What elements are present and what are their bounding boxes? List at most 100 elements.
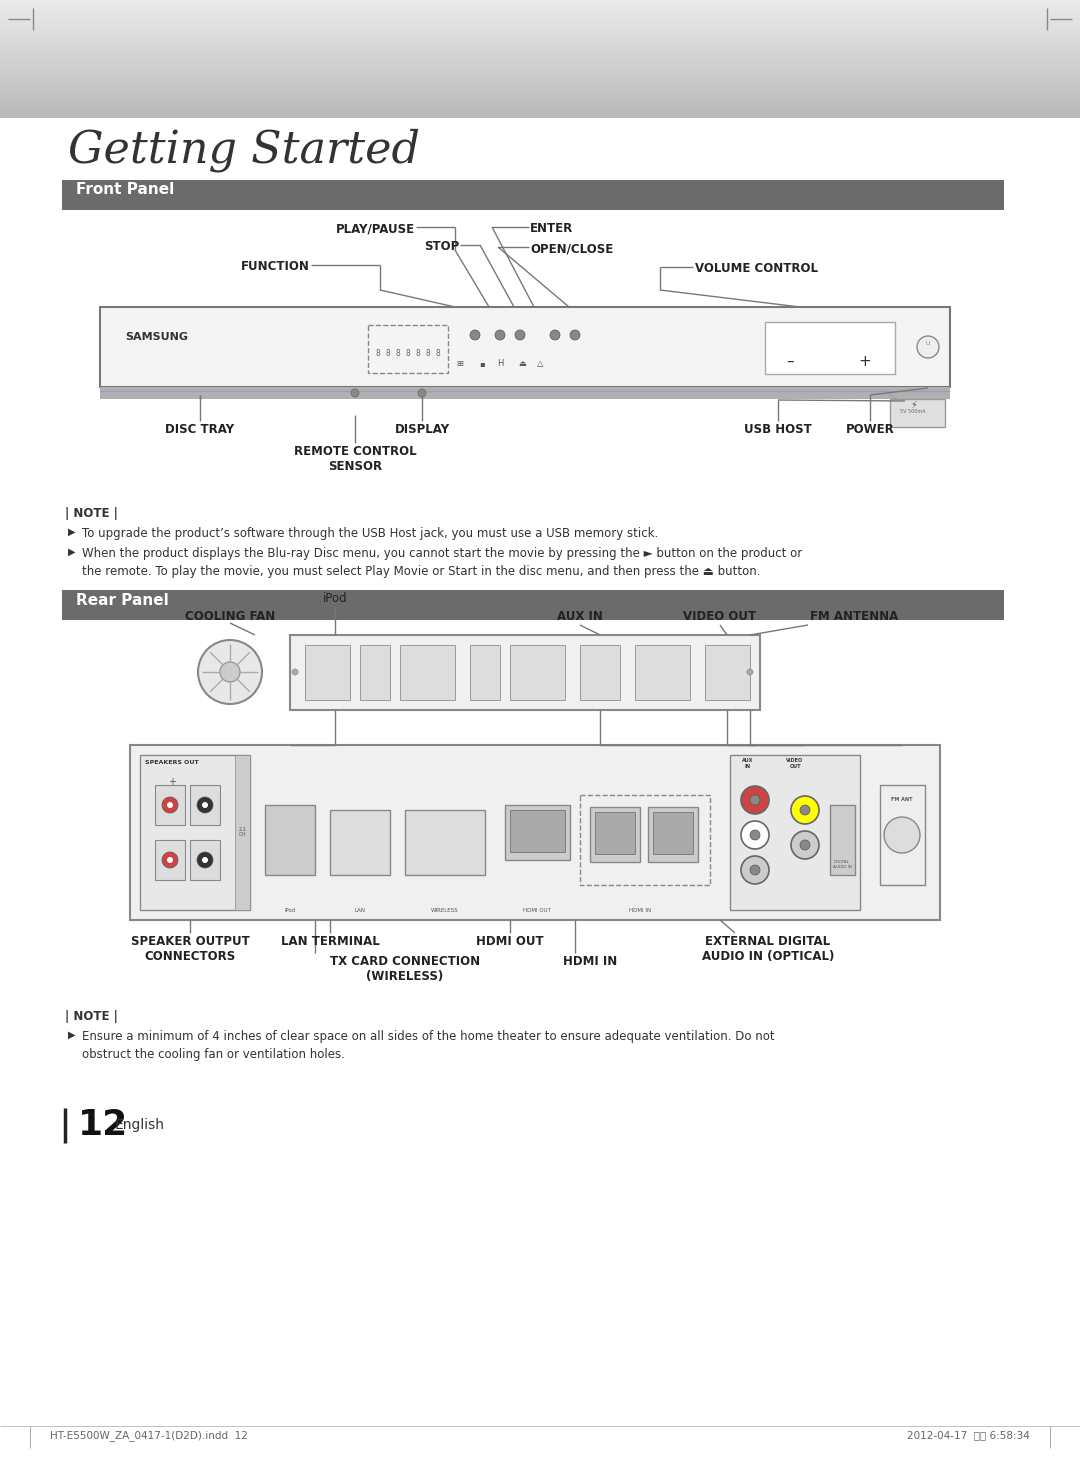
Bar	[360, 645, 390, 700]
Bar	[156, 840, 185, 880]
Bar	[100, 387, 950, 399]
Bar	[580, 796, 710, 884]
Text: English: English	[114, 1118, 165, 1131]
Circle shape	[750, 796, 760, 805]
Circle shape	[162, 852, 178, 868]
Text: LAN: LAN	[354, 908, 365, 913]
Text: 12: 12	[78, 1108, 129, 1142]
Text: iPod: iPod	[284, 908, 296, 913]
Text: the remote. To play the movie, you must select Play Movie or Start in the disc m: the remote. To play the movie, you must …	[82, 565, 760, 578]
Text: obstruct the cooling fan or ventilation holes.: obstruct the cooling fan or ventilation …	[82, 1049, 345, 1060]
Circle shape	[515, 330, 525, 340]
Circle shape	[800, 805, 810, 815]
Text: ▶: ▶	[68, 1029, 76, 1040]
Text: DISC TRAY: DISC TRAY	[165, 423, 234, 436]
Bar	[470, 645, 500, 700]
Circle shape	[917, 336, 939, 358]
Bar	[190, 840, 220, 880]
Bar	[140, 754, 249, 910]
Bar	[130, 745, 940, 920]
Text: VIDEO OUT: VIDEO OUT	[684, 609, 757, 623]
Text: AUX
IN: AUX IN	[742, 759, 754, 769]
Bar	[405, 810, 485, 876]
Circle shape	[202, 802, 208, 808]
Circle shape	[351, 389, 359, 396]
Text: LAN TERMINAL: LAN TERMINAL	[281, 935, 379, 948]
Text: VOLUME CONTROL: VOLUME CONTROL	[696, 262, 818, 275]
Bar	[510, 645, 565, 700]
Text: DIGITAL
AUDIO IN: DIGITAL AUDIO IN	[833, 859, 851, 868]
Bar	[765, 322, 895, 374]
Text: 8: 8	[406, 349, 410, 358]
Text: +: +	[859, 353, 872, 368]
Text: FUNCTION: FUNCTION	[241, 260, 310, 274]
Circle shape	[162, 797, 178, 813]
Text: 2.1
CH: 2.1 CH	[238, 827, 246, 837]
Circle shape	[741, 785, 769, 813]
Circle shape	[292, 669, 298, 674]
Text: ⊞: ⊞	[457, 359, 463, 368]
Circle shape	[197, 852, 213, 868]
Text: COOLING FAN: COOLING FAN	[185, 609, 275, 623]
Text: DISPLAY: DISPLAY	[394, 423, 449, 436]
Text: STOP: STOP	[423, 240, 459, 253]
Bar	[890, 399, 945, 427]
Text: SPEAKER OUTPUT
CONNECTORS: SPEAKER OUTPUT CONNECTORS	[131, 935, 249, 963]
Text: 8: 8	[376, 349, 381, 358]
Text: +: +	[168, 776, 176, 787]
Text: REMOTE CONTROL
SENSOR: REMOTE CONTROL SENSOR	[294, 445, 416, 473]
Bar	[291, 634, 760, 710]
Bar	[590, 808, 640, 862]
Text: WIRELESS: WIRELESS	[431, 908, 459, 913]
Circle shape	[202, 856, 208, 864]
Circle shape	[167, 856, 173, 864]
Bar	[190, 785, 220, 825]
Bar	[635, 645, 690, 700]
Text: USB HOST: USB HOST	[744, 423, 812, 436]
Bar	[0, 0, 1080, 118]
Text: VIDEO
OUT: VIDEO OUT	[786, 759, 804, 769]
Bar	[305, 645, 350, 700]
Text: ▪: ▪	[480, 359, 485, 368]
Circle shape	[220, 663, 240, 682]
Text: ENTER: ENTER	[530, 222, 573, 235]
Bar	[595, 812, 635, 853]
Text: | NOTE |: | NOTE |	[65, 1010, 118, 1023]
Circle shape	[791, 796, 819, 824]
Text: HDMI IN: HDMI IN	[563, 955, 617, 967]
Text: POWER: POWER	[846, 423, 894, 436]
Text: When the product displays the Blu-ray Disc menu, you cannot start the movie by p: When the product displays the Blu-ray Di…	[82, 547, 802, 561]
Bar	[880, 785, 924, 884]
Text: HDMI OUT: HDMI OUT	[523, 908, 551, 913]
Circle shape	[741, 856, 769, 884]
Text: PLAY/PAUSE: PLAY/PAUSE	[336, 222, 415, 235]
Circle shape	[741, 821, 769, 849]
Text: 8: 8	[436, 349, 441, 358]
Text: FM ANTENNA: FM ANTENNA	[810, 609, 899, 623]
Bar	[705, 645, 750, 700]
Bar	[510, 810, 565, 852]
Text: ▶: ▶	[68, 547, 76, 558]
Text: H: H	[497, 359, 503, 368]
Text: 8: 8	[426, 349, 431, 358]
Bar	[730, 754, 860, 910]
Circle shape	[198, 640, 262, 704]
Bar	[80, 0, 1000, 118]
Text: Ensure a minimum of 4 inches of clear space on all sides of the home theater to : Ensure a minimum of 4 inches of clear sp…	[82, 1029, 774, 1043]
Bar	[368, 325, 448, 373]
Bar	[580, 645, 620, 700]
Text: 8: 8	[396, 349, 401, 358]
Circle shape	[418, 389, 426, 396]
Text: HT-E5500W_ZA_0417-1(D2D).indd  12: HT-E5500W_ZA_0417-1(D2D).indd 12	[50, 1430, 248, 1441]
Text: AUX IN: AUX IN	[557, 609, 603, 623]
Text: HDMI IN: HDMI IN	[629, 908, 651, 913]
Text: FM ANT: FM ANT	[891, 797, 913, 802]
Bar	[400, 645, 455, 700]
Circle shape	[470, 330, 480, 340]
Bar	[100, 308, 950, 387]
Text: ⏏: ⏏	[518, 359, 526, 368]
Bar	[831, 805, 855, 876]
Bar	[0, 0, 1080, 118]
Bar	[62, 590, 1004, 620]
Text: iPod: iPod	[323, 592, 348, 605]
